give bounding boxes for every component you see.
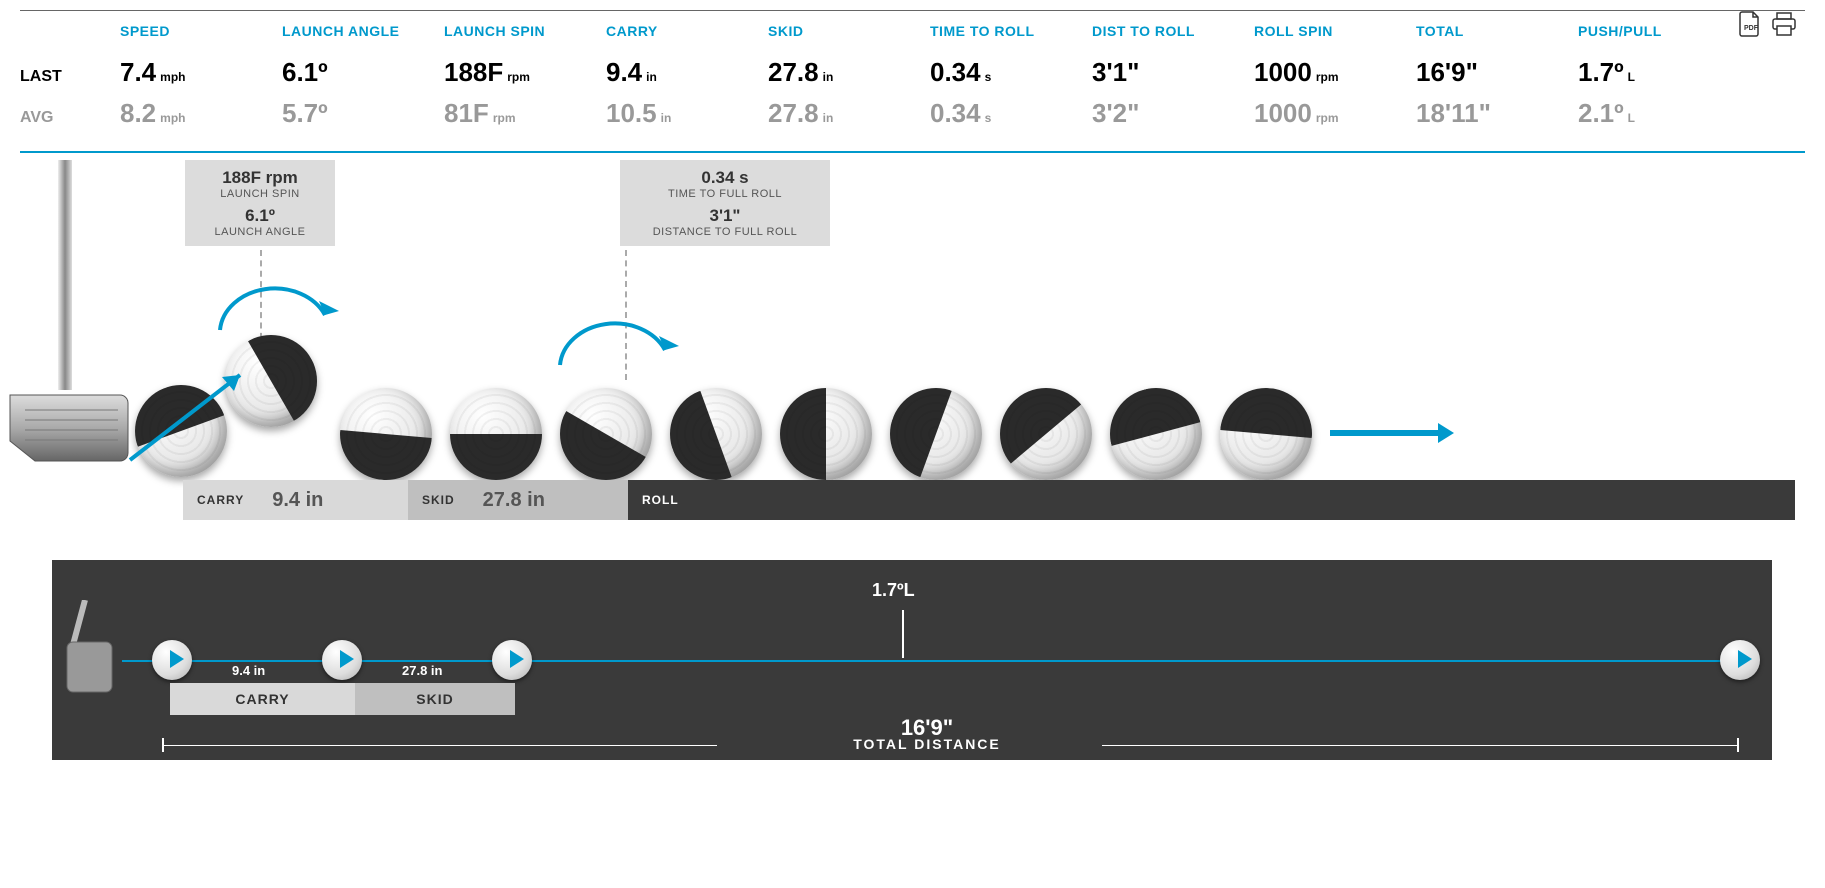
track-carry-val: 9.4 in bbox=[232, 663, 265, 678]
avg-push-pull: 2.1º bbox=[1578, 98, 1624, 128]
col-push-pull: PUSH/PULL bbox=[1578, 23, 1740, 39]
avg-launch-spin: 81F bbox=[444, 98, 489, 128]
golf-ball bbox=[560, 388, 652, 480]
launch-arrow-icon bbox=[120, 360, 260, 470]
pdf-icon[interactable]: PDF bbox=[1739, 11, 1761, 42]
avg-time-to-roll: 0.34 bbox=[930, 98, 981, 128]
svg-text:PDF: PDF bbox=[1744, 25, 1759, 32]
last-speed: 7.4 bbox=[120, 57, 156, 87]
track-phase-bar: CARRY SKID bbox=[170, 683, 515, 715]
avg-dist-to-roll: 3'2" bbox=[1092, 98, 1139, 128]
avg-total: 18'11" bbox=[1416, 98, 1491, 128]
last-roll-spin: 1000 bbox=[1254, 57, 1312, 87]
callout-time-lbl: TIME TO FULL ROLL bbox=[636, 188, 814, 200]
push-pull-value: 1.7ºL bbox=[872, 580, 915, 601]
track-putter-icon bbox=[62, 600, 117, 710]
col-launch-angle: LAUNCH ANGLE bbox=[282, 23, 444, 39]
callout-angle-lbl: LAUNCH ANGLE bbox=[201, 226, 319, 238]
last-total: 16'9" bbox=[1416, 57, 1478, 87]
col-launch-spin: LAUNCH SPIN bbox=[444, 23, 606, 39]
avg-carry: 10.5 bbox=[606, 98, 657, 128]
col-total: TOTAL bbox=[1416, 23, 1578, 39]
last-push-pull: 1.7º bbox=[1578, 57, 1624, 87]
avg-skid: 27.8 bbox=[768, 98, 819, 128]
golf-ball bbox=[1110, 388, 1202, 480]
golf-ball bbox=[890, 388, 982, 480]
row-label-last: LAST bbox=[20, 68, 120, 86]
golf-ball bbox=[670, 388, 762, 480]
last-carry: 9.4 bbox=[606, 57, 642, 87]
track-ball bbox=[492, 640, 532, 680]
callout-angle-val: 6.1º bbox=[201, 206, 319, 226]
track-ball bbox=[322, 640, 362, 680]
last-launch-angle: 6.1º bbox=[282, 57, 328, 87]
col-speed: SPEED bbox=[120, 23, 282, 39]
track: 9.4 in 27.8 in CARRY SKID 1.7ºL 16'9" TO… bbox=[52, 560, 1772, 760]
phase-skid: SKID27.8 in bbox=[408, 480, 628, 520]
col-skid: SKID bbox=[768, 23, 930, 39]
avg-speed: 8.2 bbox=[120, 98, 156, 128]
phase-carry: CARRY9.4 in bbox=[183, 480, 408, 520]
track-ball bbox=[1720, 640, 1760, 680]
last-launch-spin: 188F bbox=[444, 57, 503, 87]
spin-arc-icon bbox=[210, 275, 340, 345]
phase-bar: CARRY9.4 in SKID27.8 in ROLL bbox=[183, 480, 1795, 520]
rollviz: 188F rpm LAUNCH SPIN 6.1º LAUNCH ANGLE 0… bbox=[0, 160, 1825, 520]
golf-ball bbox=[1000, 388, 1092, 480]
metrics-table: PDF SPEED LAUNCH ANGLE LAUNCH SPIN CARRY… bbox=[20, 10, 1805, 153]
col-dist-to-roll: DIST TO ROLL bbox=[1092, 23, 1254, 39]
metrics-header-row: SPEED LAUNCH ANGLE LAUNCH SPIN CARRY SKI… bbox=[20, 23, 1805, 39]
col-roll-spin: ROLL SPIN bbox=[1254, 23, 1416, 39]
golf-ball bbox=[1220, 388, 1312, 480]
last-skid: 27.8 bbox=[768, 57, 819, 87]
metrics-row-avg: AVG 8.2mph 5.7º 81Frpm 10.5in 27.8in 0.3… bbox=[20, 98, 1805, 129]
col-time-to-roll: TIME TO ROLL bbox=[930, 23, 1092, 39]
track-skid-val: 27.8 in bbox=[402, 663, 442, 678]
track-phase-carry: CARRY bbox=[170, 683, 355, 715]
callout-dist-lbl: DISTANCE TO FULL ROLL bbox=[636, 226, 814, 238]
track-ball bbox=[152, 640, 192, 680]
putter-icon bbox=[0, 160, 130, 480]
print-icon[interactable] bbox=[1771, 11, 1797, 42]
callout-time-val: 0.34 s bbox=[636, 168, 814, 188]
track-line bbox=[122, 660, 1732, 662]
row-label-avg: AVG bbox=[20, 109, 120, 127]
golf-ball bbox=[780, 388, 872, 480]
metrics-row-last: LAST 7.4mph 6.1º 188Frpm 9.4in 27.8in 0.… bbox=[20, 57, 1805, 88]
callout-launch: 188F rpm LAUNCH SPIN 6.1º LAUNCH ANGLE bbox=[185, 160, 335, 246]
spin-arc-icon bbox=[550, 310, 680, 380]
avg-launch-angle: 5.7º bbox=[282, 98, 328, 128]
callout-dist-val: 3'1" bbox=[636, 206, 814, 226]
last-time-to-roll: 0.34 bbox=[930, 57, 981, 87]
avg-roll-spin: 1000 bbox=[1254, 98, 1312, 128]
golf-ball bbox=[450, 388, 542, 480]
callout-spin-lbl: LAUNCH SPIN bbox=[201, 188, 319, 200]
col-carry: CARRY bbox=[606, 23, 768, 39]
track-phase-skid: SKID bbox=[355, 683, 515, 715]
roll-arrow-icon bbox=[1330, 430, 1440, 436]
callout-spin-val: 188F rpm bbox=[201, 168, 319, 188]
golf-ball bbox=[340, 388, 432, 480]
total-distance-label: TOTAL DISTANCE bbox=[122, 736, 1732, 752]
last-dist-to-roll: 3'1" bbox=[1092, 57, 1139, 87]
callout-roll: 0.34 s TIME TO FULL ROLL 3'1" DISTANCE T… bbox=[620, 160, 830, 246]
phase-roll: ROLL bbox=[628, 480, 1795, 520]
